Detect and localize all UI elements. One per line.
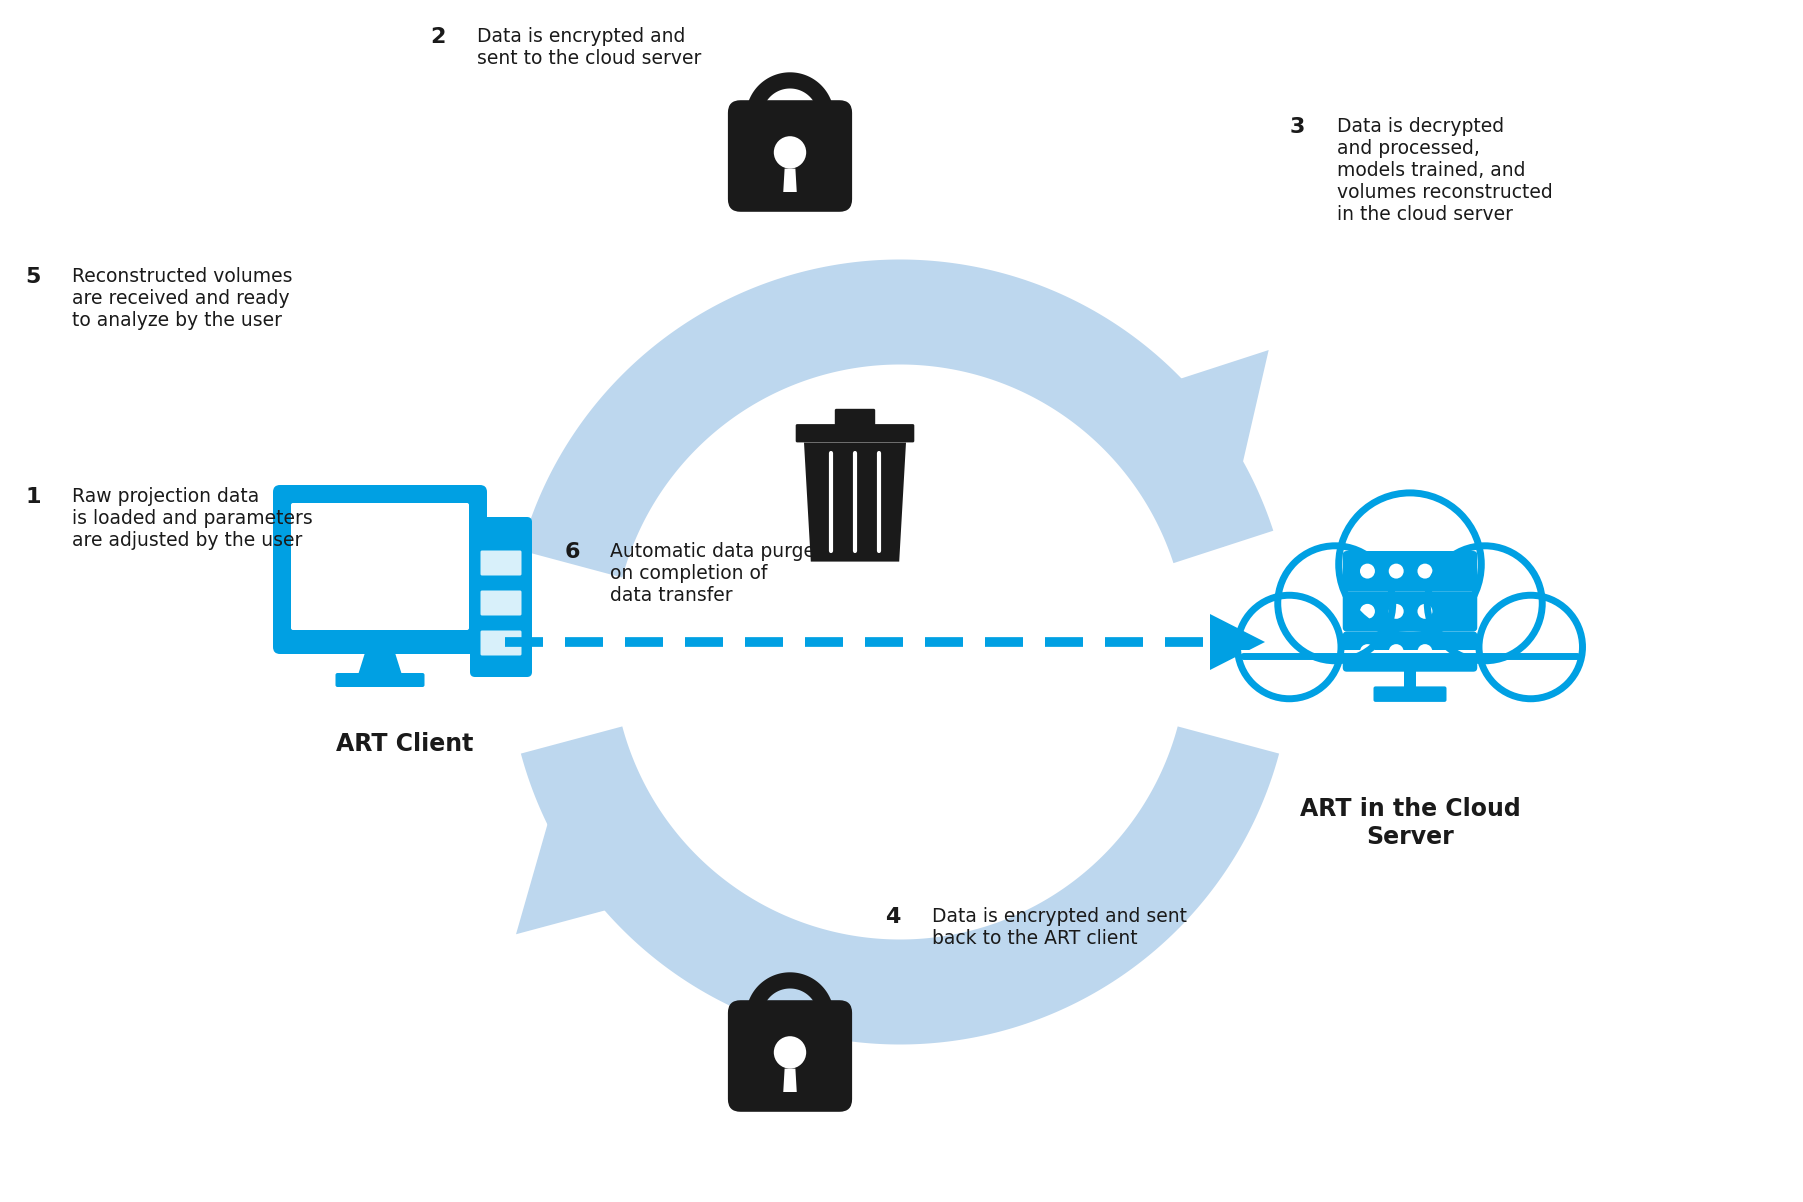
Circle shape (1478, 595, 1583, 698)
FancyBboxPatch shape (481, 590, 521, 615)
FancyBboxPatch shape (481, 631, 521, 655)
Circle shape (1417, 644, 1432, 659)
FancyBboxPatch shape (1343, 591, 1477, 631)
Polygon shape (1210, 614, 1266, 670)
Text: Data is encrypted and
sent to the cloud server: Data is encrypted and sent to the cloud … (478, 26, 701, 69)
Text: ART in the Cloud
Server: ART in the Cloud Server (1300, 797, 1520, 849)
Circle shape (1237, 595, 1341, 698)
Circle shape (1417, 603, 1432, 619)
Circle shape (1359, 603, 1376, 619)
Circle shape (1388, 603, 1405, 619)
Circle shape (1359, 564, 1376, 578)
FancyBboxPatch shape (728, 1000, 853, 1112)
Polygon shape (746, 1017, 763, 1039)
FancyBboxPatch shape (481, 551, 521, 576)
Text: Data is decrypted
and processed,
models trained, and
volumes reconstructed
in th: Data is decrypted and processed, models … (1338, 117, 1552, 224)
Polygon shape (1237, 650, 1583, 659)
Text: ART Client: ART Client (337, 732, 474, 756)
Text: Data is encrypted and sent
back to the ART client: Data is encrypted and sent back to the A… (932, 908, 1186, 948)
Text: 4: 4 (885, 908, 900, 927)
FancyBboxPatch shape (335, 673, 424, 688)
Text: 3: 3 (1289, 117, 1305, 137)
Polygon shape (746, 117, 763, 138)
Polygon shape (359, 647, 402, 676)
Text: 6: 6 (564, 542, 581, 563)
Circle shape (1278, 546, 1392, 661)
Polygon shape (1405, 656, 1415, 689)
Polygon shape (804, 442, 905, 561)
FancyBboxPatch shape (272, 484, 487, 654)
Polygon shape (516, 740, 718, 934)
Circle shape (773, 1036, 806, 1069)
Text: 5: 5 (25, 267, 40, 287)
FancyBboxPatch shape (835, 409, 874, 429)
Polygon shape (819, 1017, 835, 1039)
Polygon shape (783, 168, 797, 192)
FancyBboxPatch shape (1343, 551, 1477, 591)
FancyBboxPatch shape (1343, 631, 1477, 672)
Text: Automatic data purge
on completion of
data transfer: Automatic data purge on completion of da… (609, 542, 815, 605)
Polygon shape (746, 72, 835, 117)
Polygon shape (746, 972, 835, 1017)
Text: 1: 1 (25, 487, 40, 507)
Circle shape (773, 136, 806, 168)
Polygon shape (1071, 350, 1269, 547)
Circle shape (1359, 644, 1376, 659)
FancyBboxPatch shape (1374, 686, 1446, 702)
Circle shape (1338, 493, 1482, 636)
Circle shape (1388, 564, 1405, 578)
Text: Reconstructed volumes
are received and ready
to analyze by the user: Reconstructed volumes are received and r… (72, 267, 292, 331)
Circle shape (1417, 564, 1432, 578)
Polygon shape (819, 117, 835, 138)
Circle shape (1388, 644, 1405, 659)
Text: 2: 2 (429, 26, 445, 47)
FancyBboxPatch shape (728, 100, 853, 212)
Text: Raw projection data
is loaded and parameters
are adjusted by the user: Raw projection data is loaded and parame… (72, 487, 312, 551)
Polygon shape (521, 726, 1278, 1045)
Polygon shape (521, 260, 1273, 578)
Circle shape (1428, 546, 1542, 661)
Polygon shape (783, 1069, 797, 1091)
FancyBboxPatch shape (471, 517, 532, 677)
FancyBboxPatch shape (290, 502, 469, 630)
Polygon shape (1244, 636, 1578, 656)
FancyBboxPatch shape (795, 424, 914, 442)
